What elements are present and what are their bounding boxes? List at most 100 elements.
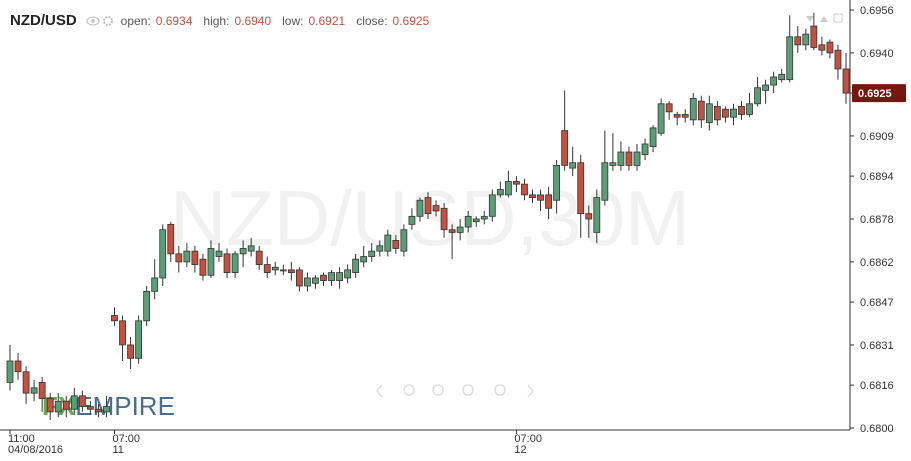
candle-body bbox=[22, 371, 30, 394]
candle-body bbox=[223, 253, 231, 273]
nav-icons[interactable] bbox=[376, 384, 534, 398]
candle-body bbox=[191, 250, 199, 265]
candle-body bbox=[504, 181, 512, 196]
candle-body bbox=[681, 114, 689, 118]
gear-icon[interactable] bbox=[102, 15, 113, 26]
candle-body bbox=[665, 103, 673, 113]
header-icons[interactable] bbox=[86, 15, 116, 27]
candle-body bbox=[336, 272, 343, 282]
icon-expand[interactable] bbox=[833, 13, 843, 23]
y-tick-label: 0.6847 bbox=[860, 297, 894, 309]
y-tick-label: 0.6878 bbox=[860, 214, 894, 226]
candle-body bbox=[183, 250, 191, 263]
candle-body bbox=[802, 33, 810, 46]
candle-body bbox=[464, 215, 472, 228]
candle-body bbox=[657, 103, 665, 134]
candle-body bbox=[649, 127, 657, 148]
candle-body bbox=[488, 194, 496, 217]
candle-body bbox=[295, 269, 303, 287]
candle-body bbox=[119, 320, 126, 346]
y-tick-label: 0.6862 bbox=[860, 257, 894, 269]
candle-body bbox=[62, 400, 70, 410]
last-price-tag bbox=[852, 84, 906, 103]
candle-body bbox=[376, 245, 384, 252]
candle-body bbox=[738, 106, 745, 115]
candle-body bbox=[175, 253, 183, 263]
summary-label: low: bbox=[282, 13, 304, 28]
nav-left[interactable] bbox=[376, 384, 383, 398]
y-tick-label: 0.6940 bbox=[860, 48, 894, 60]
candle-body bbox=[513, 181, 520, 185]
candle-body bbox=[416, 199, 424, 217]
candle-body bbox=[842, 68, 850, 94]
header: NZD/USD open: 0.6934 high: 0.6940 low: 0.6921… bbox=[10, 12, 435, 29]
candle-body bbox=[705, 103, 713, 123]
candle-body bbox=[424, 197, 432, 215]
candle-body bbox=[585, 213, 593, 220]
toolbar-icons[interactable] bbox=[806, 13, 843, 23]
candle-body bbox=[151, 277, 159, 292]
candle-body bbox=[609, 162, 617, 166]
candle-body bbox=[689, 98, 697, 121]
candle-body bbox=[127, 344, 134, 359]
candle-body bbox=[496, 189, 504, 196]
candle-body bbox=[103, 406, 110, 413]
summary-value: 0.6921 bbox=[308, 13, 346, 28]
candle-body bbox=[247, 245, 255, 252]
icon-up[interactable] bbox=[820, 16, 828, 22]
candle-body bbox=[199, 258, 207, 276]
candle-body bbox=[159, 229, 167, 279]
candle-body bbox=[794, 36, 802, 46]
symbol: NZD/USD bbox=[10, 12, 77, 29]
candle-body bbox=[432, 205, 440, 212]
candle-body bbox=[111, 315, 118, 322]
candle-body bbox=[545, 194, 552, 209]
y-tick-label: 0.6909 bbox=[860, 131, 894, 143]
candle-body bbox=[312, 277, 319, 284]
eye-icon[interactable] bbox=[86, 16, 100, 25]
x-tick-label: 11:00 bbox=[8, 433, 35, 445]
icon-down[interactable] bbox=[806, 16, 814, 22]
candle-body bbox=[569, 162, 577, 169]
candle-body bbox=[207, 248, 215, 276]
y-tick-label: 0.6894 bbox=[860, 171, 894, 183]
candle-body bbox=[6, 360, 14, 383]
x-tick-label: 07:00 bbox=[113, 433, 141, 445]
y-tick-label: 0.6800 bbox=[860, 423, 894, 435]
candle-body bbox=[14, 360, 22, 373]
zoom-out[interactable] bbox=[432, 384, 444, 396]
x-tick-sublabel: 12 bbox=[514, 444, 526, 456]
candle-body bbox=[601, 162, 609, 201]
candle-body bbox=[360, 256, 368, 263]
candle-body bbox=[537, 194, 544, 201]
candle-body bbox=[352, 258, 360, 273]
candle-body bbox=[344, 269, 352, 279]
candle-body bbox=[408, 215, 416, 225]
zoom-in[interactable] bbox=[403, 384, 415, 396]
candle-body bbox=[38, 382, 46, 399]
candle-body bbox=[826, 41, 834, 54]
summary-label: open: bbox=[120, 13, 151, 28]
candle-body bbox=[167, 223, 175, 255]
candle-body bbox=[770, 76, 778, 86]
y-tick-label: 0.6816 bbox=[860, 380, 894, 392]
logo-empire: EMPIRE bbox=[75, 391, 175, 421]
candle-body bbox=[95, 408, 102, 413]
candle-body bbox=[818, 44, 826, 51]
x-tick-sublabel: 11 bbox=[113, 444, 124, 456]
zoom-fit[interactable] bbox=[494, 384, 506, 396]
y-tick-label: 0.6956 bbox=[860, 5, 894, 17]
candle-body bbox=[577, 162, 585, 215]
candle-body bbox=[480, 215, 488, 220]
candle-body bbox=[722, 108, 729, 118]
candle-body bbox=[593, 197, 601, 233]
candle-body bbox=[384, 234, 392, 252]
candle-body bbox=[440, 207, 448, 231]
zoom-reset[interactable] bbox=[462, 384, 474, 396]
candle-body bbox=[328, 272, 335, 282]
ohlc-summary: open: 0.6934 high: 0.6940 low: 0.6921 close: 0.… bbox=[121, 14, 436, 28]
last-price-label: 0.6925 bbox=[858, 88, 892, 100]
nav-right[interactable] bbox=[527, 384, 534, 398]
x-tick-label: 07:00 bbox=[514, 433, 542, 445]
